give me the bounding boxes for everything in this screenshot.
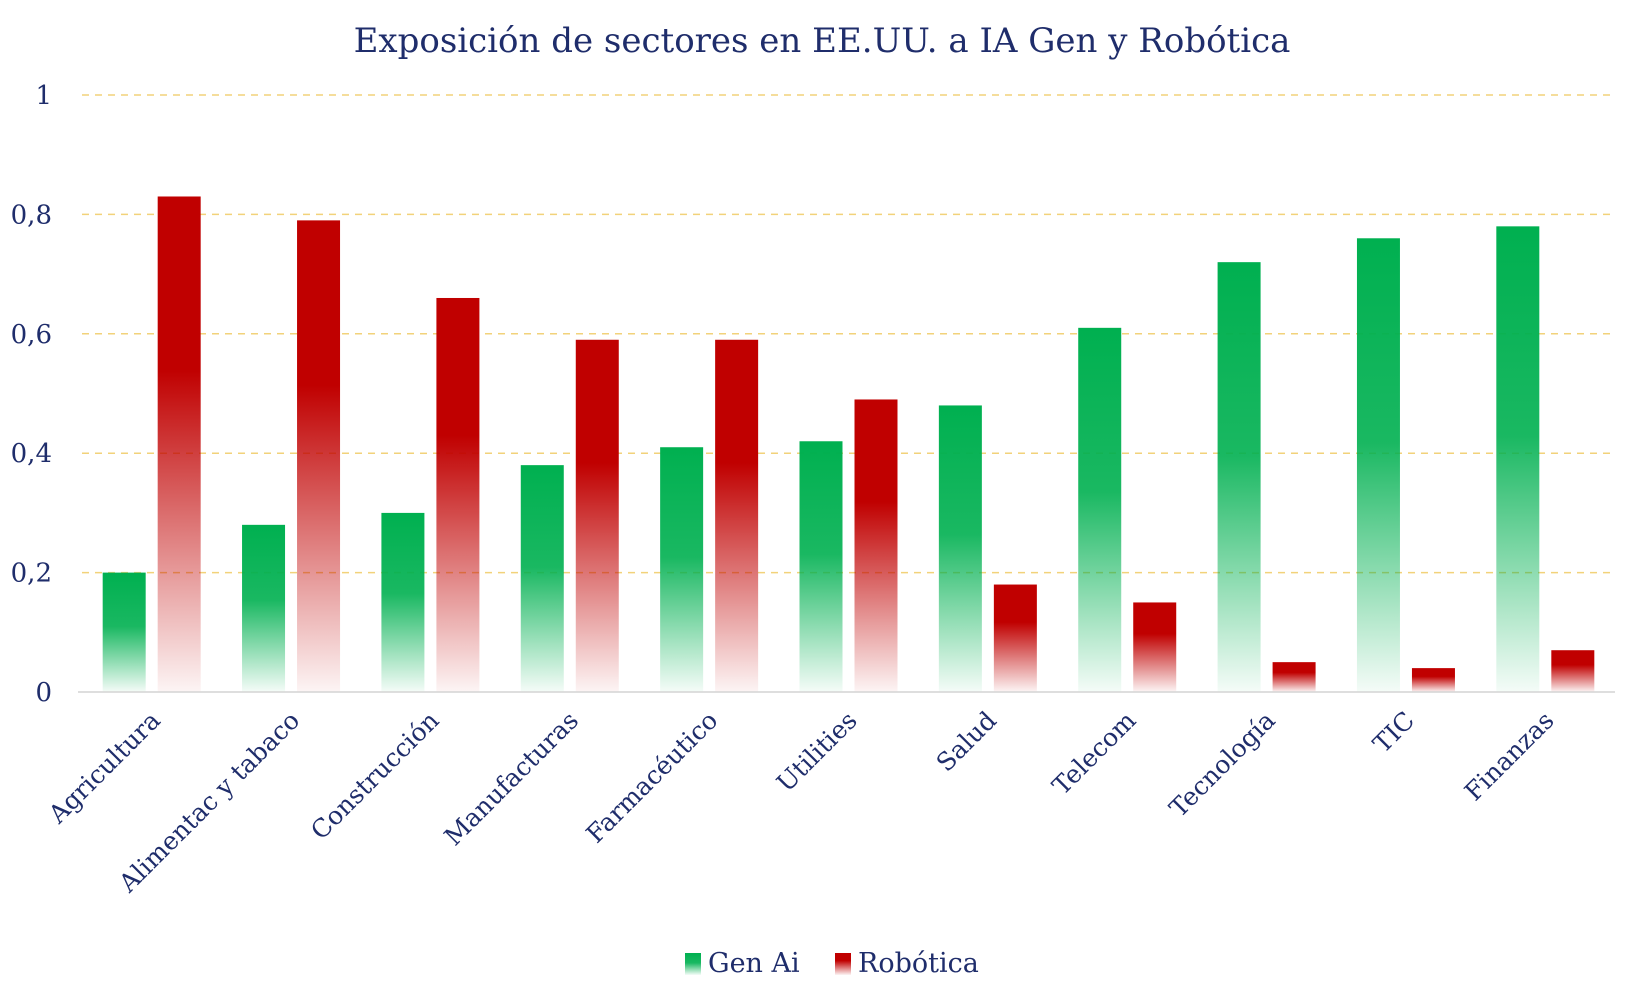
x-tick-label: Manufacturas — [439, 706, 584, 851]
bar-gen-ai — [1217, 262, 1261, 692]
x-tick-label: Finanzas — [1459, 706, 1560, 807]
bar-gen-ai — [1078, 327, 1122, 692]
x-tick-label: Utilities — [771, 706, 863, 798]
y-tick-label: 1 — [35, 81, 52, 111]
bar-robotica — [1411, 668, 1455, 692]
bar-gen-ai — [938, 405, 982, 692]
y-tick-label: 0,4 — [11, 439, 52, 469]
bar-robotica — [436, 297, 480, 692]
bar-gen-ai — [660, 447, 704, 692]
bars — [102, 196, 1595, 693]
bar-robotica — [1133, 602, 1177, 692]
bar-robotica — [157, 196, 201, 693]
x-tick-label: Construcción — [305, 706, 445, 846]
bar-robotica — [1551, 650, 1595, 692]
x-tick-label: TIC — [1367, 706, 1420, 759]
x-tick-label: Tecnología — [1164, 706, 1281, 823]
y-axis-ticks: 0 0,2 0,4 0,6 0,8 1 — [11, 81, 52, 708]
bar-gen-ai — [520, 465, 564, 692]
bar-robotica — [715, 339, 759, 692]
y-tick-label: 0,6 — [11, 320, 52, 350]
legend-swatch-robotica — [835, 953, 851, 975]
y-tick-label: 0 — [35, 678, 52, 708]
bar-gen-ai — [1356, 238, 1400, 692]
legend: Gen Ai Robótica — [685, 948, 979, 979]
legend-label-robotica: Robótica — [858, 948, 979, 979]
x-tick-label: Farmacéutico — [580, 706, 723, 849]
chart-title: Exposición de sectores en EE.UU. a IA Ge… — [354, 21, 1291, 61]
x-tick-label: Agricultura — [42, 706, 166, 830]
y-tick-label: 0,8 — [11, 200, 52, 230]
x-tick-label: Telecom — [1047, 706, 1142, 801]
bar-robotica — [575, 339, 619, 692]
bar-robotica — [993, 584, 1037, 692]
legend-swatch-gen-ai — [685, 953, 701, 975]
bar-gen-ai — [799, 441, 843, 692]
y-tick-label: 0,2 — [11, 559, 52, 589]
legend-label-gen-ai: Gen Ai — [708, 948, 800, 979]
bar-robotica — [1272, 662, 1316, 692]
bar-gen-ai — [381, 512, 425, 692]
bar-gen-ai — [1496, 226, 1540, 692]
bar-gen-ai — [242, 524, 286, 692]
x-tick-label: Salud — [931, 706, 1003, 778]
bar-robotica — [297, 220, 341, 692]
bar-gen-ai — [102, 572, 146, 692]
bar-robotica — [854, 399, 898, 692]
